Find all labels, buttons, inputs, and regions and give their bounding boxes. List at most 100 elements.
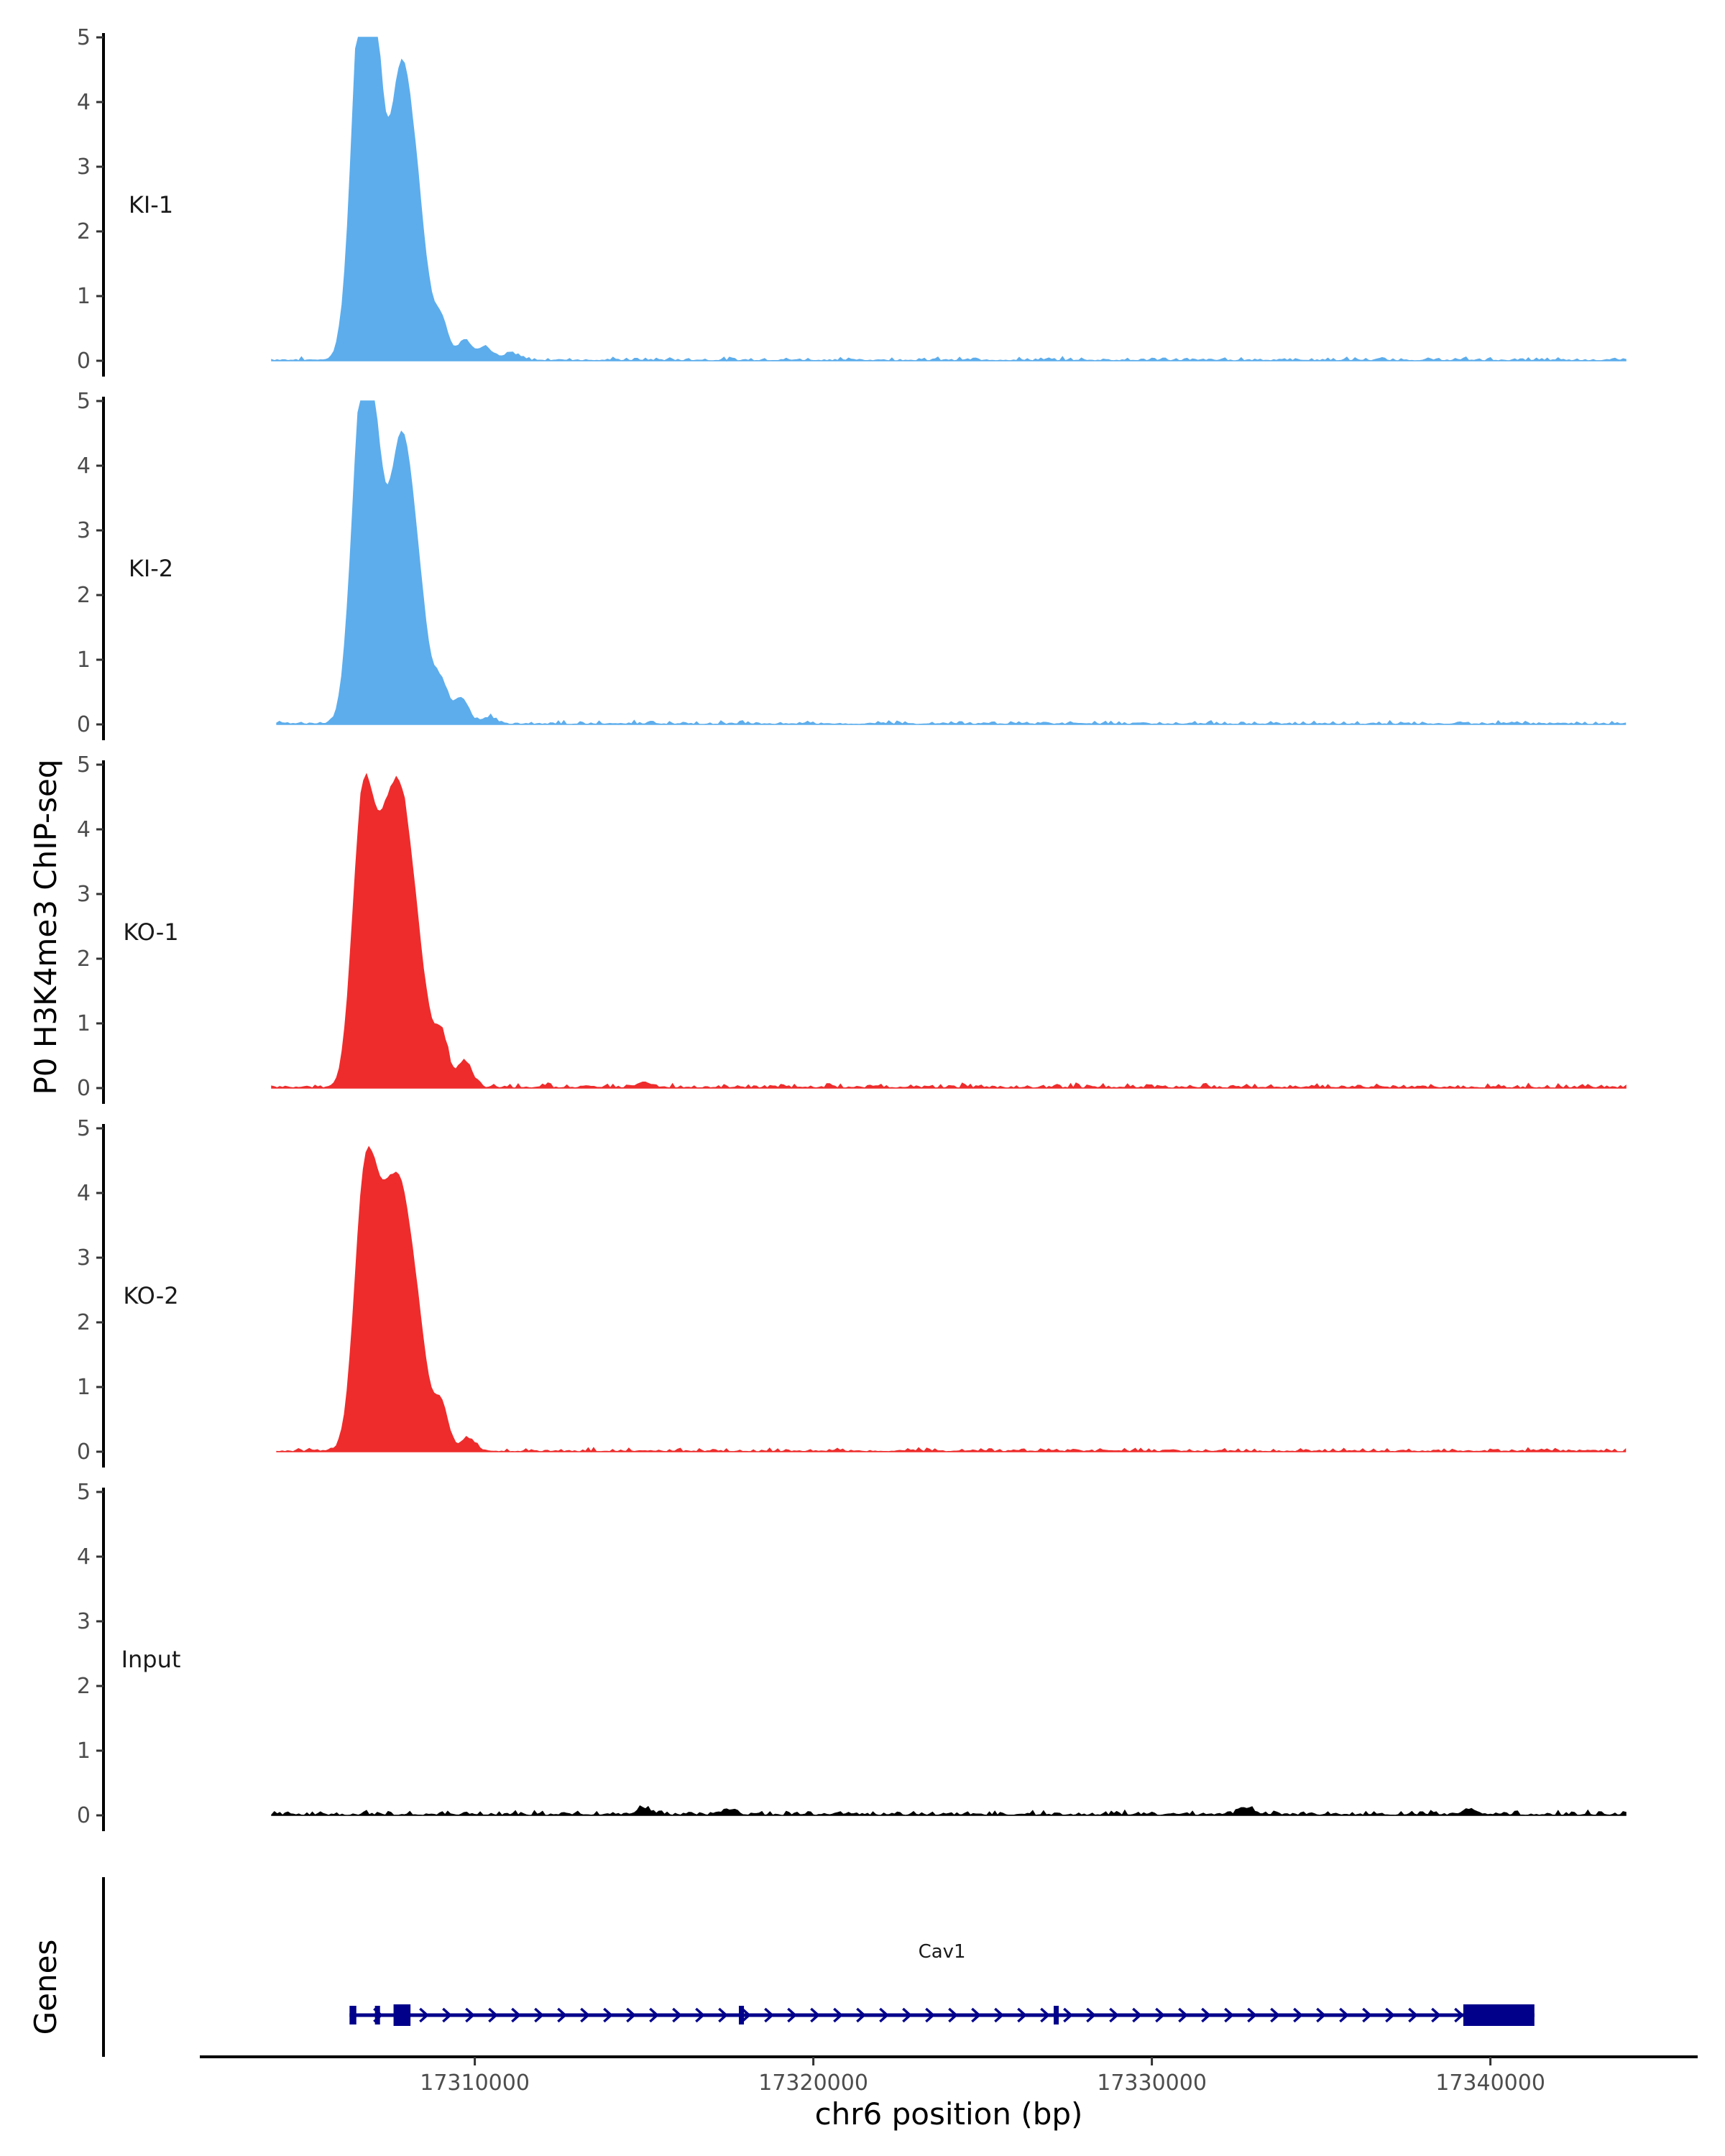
strand-arrow bbox=[718, 2007, 728, 2023]
track-label: KI-2 bbox=[129, 555, 173, 582]
strand-arrow bbox=[1224, 2007, 1234, 2023]
strand-arrow bbox=[902, 2007, 912, 2023]
gene-exon bbox=[393, 2004, 411, 2026]
strand-arrow bbox=[948, 2007, 958, 2023]
x-tick-label: 17340000 bbox=[1435, 2070, 1545, 2096]
gene-exon bbox=[374, 2006, 380, 2024]
strand-arrow bbox=[1086, 2007, 1096, 2023]
strand-arrow bbox=[1270, 2007, 1280, 2023]
y-tick-label: 4 bbox=[77, 1544, 91, 1570]
signal-area bbox=[276, 400, 1627, 726]
strand-arrow bbox=[442, 2007, 452, 2023]
y-axis-title: P0 H3K4me3 ChIP-seq bbox=[28, 759, 63, 1095]
y-tick-label: 1 bbox=[77, 1738, 91, 1764]
strand-arrow bbox=[1247, 2007, 1257, 2023]
strand-arrow bbox=[626, 2007, 636, 2023]
y-tick-label: 3 bbox=[77, 155, 91, 180]
strand-arrow bbox=[856, 2007, 866, 2023]
genes-layer: Cav1 bbox=[102, 1877, 1535, 2057]
track-ko-1: 0 1 2 3 4 5 KO-1 bbox=[77, 752, 1627, 1104]
strand-arrow bbox=[810, 2007, 820, 2023]
strand-arrow bbox=[1408, 2007, 1418, 2023]
signal-area bbox=[271, 37, 1627, 362]
y-tick-label: 1 bbox=[77, 1011, 91, 1036]
genes-axis-title: Genes bbox=[28, 1940, 63, 2035]
strand-arrow bbox=[833, 2007, 843, 2023]
signal-area bbox=[271, 1805, 1627, 1817]
y-tick-label: 1 bbox=[77, 648, 91, 673]
strand-arrow bbox=[741, 2007, 751, 2023]
y-tick-label: 2 bbox=[77, 583, 91, 608]
strand-arrow bbox=[971, 2007, 981, 2023]
strand-arrow bbox=[1201, 2007, 1211, 2023]
x-tick-label: 17320000 bbox=[758, 2070, 868, 2096]
y-tick-label: 0 bbox=[77, 1439, 91, 1465]
gene-label: Cav1 bbox=[919, 1941, 966, 1963]
y-tick-label: 3 bbox=[77, 518, 91, 543]
x-axis-title: chr6 position (bp) bbox=[815, 2096, 1083, 2132]
y-tick-label: 1 bbox=[77, 284, 91, 309]
gene-exon bbox=[349, 2006, 356, 2024]
strand-arrow bbox=[695, 2007, 705, 2023]
strand-arrow bbox=[1316, 2007, 1326, 2023]
y-tick-label: 3 bbox=[77, 1245, 91, 1271]
y-tick-label: 4 bbox=[77, 90, 91, 115]
strand-arrow bbox=[1178, 2007, 1188, 2023]
y-tick-label: 0 bbox=[77, 349, 91, 374]
strand-arrow bbox=[1454, 2007, 1464, 2023]
gene-exon bbox=[1463, 2004, 1535, 2026]
x-tick-label: 17330000 bbox=[1097, 2070, 1207, 2096]
strand-arrow bbox=[534, 2007, 544, 2023]
strand-arrow bbox=[1339, 2007, 1349, 2023]
strand-arrow bbox=[879, 2007, 889, 2023]
y-tick-label: 5 bbox=[77, 25, 91, 50]
strand-arrow bbox=[419, 2007, 429, 2023]
y-tick-label: 4 bbox=[77, 453, 91, 479]
track-ki-1: 0 1 2 3 4 5 KI-1 bbox=[77, 25, 1627, 377]
track-label: KO-1 bbox=[123, 918, 178, 946]
track-label: Input bbox=[121, 1646, 181, 1673]
strand-arrow bbox=[557, 2007, 567, 2023]
strand-arrow bbox=[925, 2007, 935, 2023]
gene-exon bbox=[1054, 2006, 1059, 2024]
strand-arrow bbox=[1109, 2007, 1119, 2023]
y-tick-label: 5 bbox=[77, 752, 91, 778]
x-axis: 17310000 17320000 17330000 17340000 bbox=[200, 2055, 1698, 2096]
y-tick-label: 4 bbox=[77, 1181, 91, 1206]
x-tick-label: 17310000 bbox=[420, 2070, 530, 2096]
signal-area bbox=[271, 773, 1627, 1089]
y-tick-label: 5 bbox=[77, 1480, 91, 1505]
y-tick-label: 0 bbox=[77, 712, 91, 737]
strand-arrow bbox=[994, 2007, 1004, 2023]
track-label: KI-1 bbox=[129, 191, 173, 218]
y-tick-label: 5 bbox=[77, 389, 91, 414]
y-tick-label: 0 bbox=[77, 1076, 91, 1101]
y-tick-label: 0 bbox=[77, 1803, 91, 1828]
signal-area bbox=[276, 1146, 1627, 1453]
y-tick-label: 2 bbox=[77, 1310, 91, 1335]
strand-arrow bbox=[603, 2007, 613, 2023]
strand-arrow bbox=[1362, 2007, 1372, 2023]
gene-exon bbox=[738, 2006, 745, 2024]
strand-arrow bbox=[1132, 2007, 1142, 2023]
track-input: 0 1 2 3 4 5 Input bbox=[77, 1480, 1627, 1831]
track-ki-2: 0 1 2 3 4 5 KI-2 bbox=[77, 389, 1627, 740]
strand-arrow bbox=[649, 2007, 659, 2023]
y-tick-label: 5 bbox=[77, 1116, 91, 1141]
strand-arrow bbox=[1385, 2007, 1395, 2023]
y-tick-label: 4 bbox=[77, 817, 91, 842]
y-tick-label: 1 bbox=[77, 1375, 91, 1400]
strand-arrow bbox=[1431, 2007, 1441, 2023]
track-label: KO-2 bbox=[123, 1282, 178, 1309]
strand-arrow bbox=[580, 2007, 590, 2023]
strand-arrow bbox=[1063, 2007, 1073, 2023]
strand-arrow bbox=[1155, 2007, 1165, 2023]
y-tick-label: 2 bbox=[77, 946, 91, 972]
strand-arrow bbox=[488, 2007, 498, 2023]
strand-arrow bbox=[764, 2007, 774, 2023]
strand-arrow bbox=[465, 2007, 475, 2023]
strand-arrow bbox=[1293, 2007, 1303, 2023]
strand-arrow bbox=[672, 2007, 682, 2023]
y-tick-label: 2 bbox=[77, 219, 91, 244]
